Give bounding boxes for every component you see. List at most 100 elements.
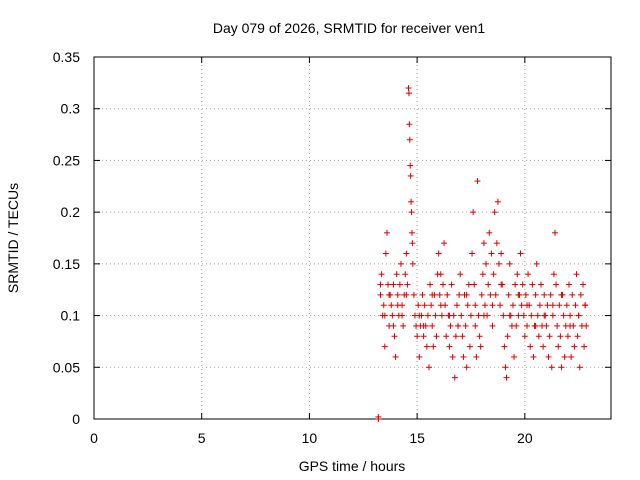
data-point [429, 291, 436, 298]
data-point [465, 281, 472, 288]
data-point [535, 333, 542, 340]
data-point [503, 374, 510, 381]
data-point [532, 322, 539, 329]
data-point [523, 322, 530, 329]
x-tick-label: 15 [409, 430, 425, 446]
data-point [439, 281, 446, 288]
data-point [568, 353, 575, 360]
data-point [515, 312, 522, 319]
data-point [558, 291, 565, 298]
data-point [475, 312, 482, 319]
data-point [436, 291, 443, 298]
data-point [549, 302, 556, 309]
data-point [464, 302, 471, 309]
data-point [403, 250, 410, 257]
data-point [381, 312, 388, 319]
data-point [438, 312, 445, 319]
data-point [491, 209, 498, 216]
data-point [414, 333, 421, 340]
data-point [532, 291, 539, 298]
y-tick-label: 0.35 [53, 49, 80, 65]
data-point [472, 322, 479, 329]
data-point [527, 343, 534, 350]
data-point [420, 333, 427, 340]
data-point [567, 322, 574, 329]
data-point [449, 353, 456, 360]
data-point [394, 302, 401, 309]
data-point [553, 281, 560, 288]
data-point [383, 229, 390, 236]
data-point [565, 281, 572, 288]
data-point [390, 322, 397, 329]
data-point [506, 260, 513, 267]
data-point [551, 229, 558, 236]
data-point [399, 312, 406, 319]
chart-title: Day 079 of 2026, SRMTID for receiver ven… [213, 20, 486, 36]
data-point [463, 291, 470, 298]
data-point [388, 302, 395, 309]
data-point [392, 353, 399, 360]
data-point [416, 312, 423, 319]
axis-ticks [93, 56, 611, 420]
data-point [400, 322, 407, 329]
data-point [406, 121, 413, 128]
data-point [406, 136, 413, 143]
data-point [564, 333, 571, 340]
data-point [421, 302, 428, 309]
data-point [405, 90, 412, 97]
data-point [511, 353, 518, 360]
data-point [479, 271, 486, 278]
data-point [451, 374, 458, 381]
data-point [407, 172, 414, 179]
x-tick-label: 0 [90, 430, 98, 446]
data-point [579, 281, 586, 288]
data-point [385, 281, 392, 288]
data-point [444, 291, 451, 298]
data-point [490, 271, 497, 278]
data-point [576, 364, 583, 371]
data-point [485, 281, 492, 288]
data-points [375, 85, 590, 422]
data-point [500, 312, 507, 319]
y-tick-label: 0.15 [53, 256, 80, 272]
data-point [455, 322, 462, 329]
y-axis-tick-labels: 0 0.05 0.1 0.15 0.2 0.25 0.3 0.35 [53, 49, 80, 427]
data-point [408, 229, 415, 236]
data-point [581, 343, 588, 350]
y-tick-label: 0.1 [61, 308, 81, 324]
data-point [474, 178, 481, 185]
data-point [533, 260, 540, 267]
data-point [557, 333, 564, 340]
data-point [541, 312, 548, 319]
data-point [541, 291, 548, 298]
data-point [377, 291, 384, 298]
data-point [573, 271, 580, 278]
data-point [501, 343, 508, 350]
data-point [425, 364, 432, 371]
data-point [582, 302, 589, 309]
data-point [555, 343, 562, 350]
y-axis-label: SRMTID / TECUs [5, 183, 21, 293]
data-point [375, 413, 382, 420]
data-point [448, 281, 455, 288]
data-point [462, 322, 469, 329]
data-point [473, 353, 480, 360]
data-point [404, 281, 411, 288]
data-point [472, 302, 479, 309]
data-point [408, 209, 415, 216]
data-point [378, 271, 385, 278]
data-point [554, 322, 561, 329]
data-point [423, 343, 430, 350]
data-point [534, 312, 541, 319]
data-point [560, 312, 567, 319]
data-point [572, 302, 579, 309]
data-point [480, 312, 487, 319]
data-point [523, 302, 530, 309]
data-point [540, 343, 547, 350]
data-point [458, 312, 465, 319]
data-point [493, 240, 500, 247]
data-point [435, 250, 442, 257]
data-point [504, 333, 511, 340]
data-point [480, 240, 487, 247]
data-point [446, 343, 453, 350]
